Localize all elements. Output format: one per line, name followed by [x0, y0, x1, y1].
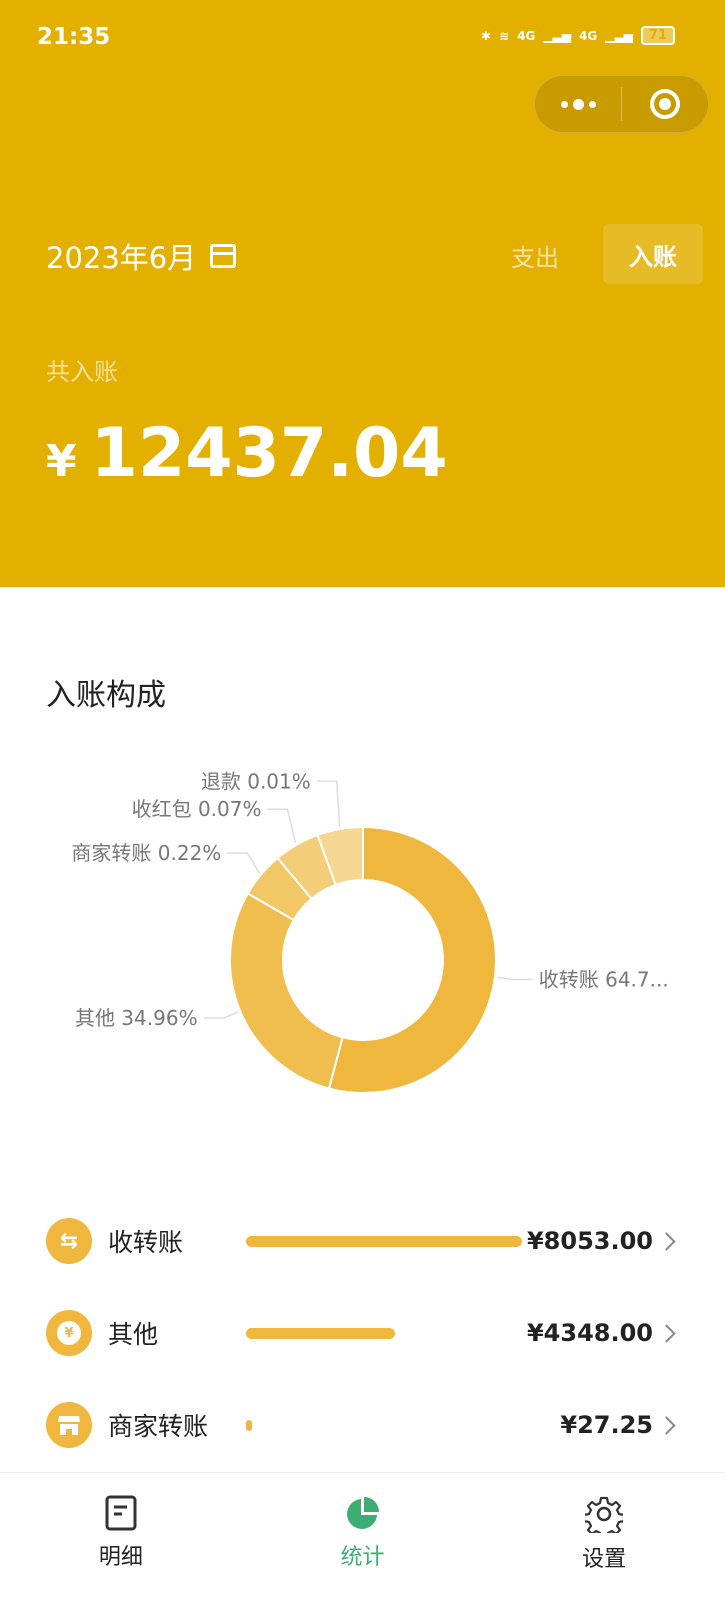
slice-label: 收转账 64.7...	[539, 967, 669, 991]
item-name: 其他	[108, 1320, 159, 1349]
transfer-icon: ⇆	[46, 1218, 92, 1264]
category-list: ⇆ 收转账 ¥8053.00 ¥ 其他 ¥4348.00 商家转账 ¥27.25	[0, 1195, 725, 1471]
slice-label: 商家转账 0.22%	[71, 841, 221, 865]
yuan-coin-icon: ¥	[46, 1310, 92, 1356]
label-leader-line	[267, 808, 297, 844]
month-label: 2023年6月	[46, 241, 197, 275]
wifi-icon: ≋	[499, 28, 510, 43]
item-name: 收转账	[108, 1228, 184, 1257]
item-amount: ¥4348.00	[526, 1319, 653, 1347]
tab-expense[interactable]: 支出	[511, 244, 559, 272]
bottom-nav: 明细 统计 设置	[0, 1472, 725, 1600]
bluetooth-icon: ✱	[481, 28, 492, 43]
item-amount: ¥27.25	[560, 1411, 653, 1439]
label-leader-line	[203, 1011, 239, 1019]
nav-settings[interactable]: 设置	[483, 1473, 725, 1600]
donut-slice-4	[316, 825, 364, 887]
list-item[interactable]: 商家转账 ¥27.25	[0, 1379, 725, 1471]
nav-label: 统计	[340, 1545, 385, 1570]
total-amount: ¥12437.04	[46, 414, 448, 493]
item-name: 商家转账	[108, 1412, 209, 1441]
signal-bars-icon: ▁▃▅	[543, 28, 572, 43]
label-leader-line	[496, 976, 533, 981]
nav-detail[interactable]: 明细	[0, 1473, 242, 1600]
calendar-icon	[210, 244, 237, 268]
slice-label: 收红包 0.07%	[132, 797, 262, 821]
list-item[interactable]: ⇆ 收转账 ¥8053.00	[0, 1195, 725, 1287]
nav-label: 明细	[98, 1545, 143, 1570]
tab-income[interactable]: 入账	[603, 224, 703, 284]
gear-icon	[585, 1496, 624, 1533]
document-icon	[105, 1495, 137, 1531]
total-label: 共入账	[46, 358, 118, 386]
slice-label: 其他 34.96%	[75, 1006, 198, 1030]
chevron-right-icon	[657, 1415, 676, 1435]
battery-icon: 71	[640, 26, 675, 45]
list-item[interactable]: ¥ 其他 ¥4348.00	[0, 1287, 725, 1379]
section-title: 入账构成	[46, 678, 166, 713]
signal-icon: 4G	[579, 28, 598, 43]
target-icon	[650, 89, 680, 119]
signal-icon: 4G	[517, 28, 536, 43]
donut-slice-1	[229, 892, 344, 1090]
income-donut-chart: 收转账 64.7... 其他 34.96% 商家转账 0.22% 收红包 0.07% 退…	[71, 769, 669, 1094]
slice-label: 退款 0.01%	[201, 769, 311, 793]
nav-stats[interactable]: 统计	[242, 1473, 484, 1600]
item-bar	[246, 1419, 252, 1431]
miniprogram-capsule	[534, 75, 709, 133]
pie-chart-icon	[346, 1497, 379, 1529]
close-miniprogram-button[interactable]	[622, 76, 708, 132]
item-bar	[246, 1327, 396, 1339]
label-leader-line	[227, 852, 261, 874]
nav-label: 设置	[582, 1547, 627, 1572]
more-dots-icon	[560, 98, 596, 110]
donut-slice-0	[327, 825, 497, 1094]
label-leader-line	[316, 780, 341, 828]
chevron-right-icon	[657, 1231, 676, 1251]
total-value: 12437.04	[90, 414, 448, 493]
shop-icon	[46, 1402, 92, 1448]
header: 21:35 ✱ ≋ 4G ▁▃▅ 4G ▁▃▅ 71 2023年6月 支出 入账 共…	[0, 0, 725, 587]
status-icons: ✱ ≋ 4G ▁▃▅ 4G ▁▃▅ 71	[481, 26, 675, 45]
status-time: 21:35	[37, 24, 111, 50]
chevron-right-icon	[657, 1323, 676, 1343]
item-amount: ¥8053.00	[526, 1227, 653, 1255]
month-picker[interactable]: 2023年6月	[46, 235, 237, 277]
currency-symbol: ¥	[46, 436, 77, 487]
signal-bars-icon: ▁▃▅	[605, 28, 633, 43]
more-button[interactable]	[535, 76, 621, 132]
item-bar	[246, 1235, 522, 1247]
